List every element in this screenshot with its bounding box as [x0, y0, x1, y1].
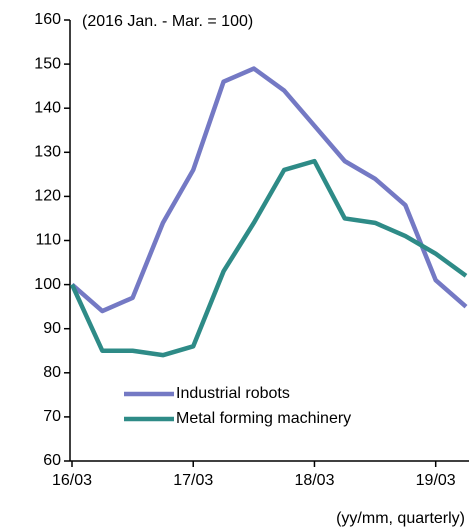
y-tick-label: 130 — [34, 144, 61, 161]
legend-label: Industrial robots — [176, 385, 290, 402]
series-line — [70, 66, 468, 314]
y-tick-label: 100 — [34, 276, 61, 293]
x-tick-label: 19/03 — [416, 472, 456, 489]
y-tick-label: 80 — [43, 364, 61, 381]
y-tick-label: 90 — [43, 320, 61, 337]
y-tick-label: 70 — [43, 408, 61, 425]
annotation: (2016 Jan. - Mar. = 100) — [82, 13, 253, 30]
y-tick-label: 110 — [35, 232, 61, 249]
y-tick-label: 160 — [34, 11, 61, 28]
y-tick-label: 150 — [34, 55, 61, 72]
x-tick-label: 18/03 — [294, 472, 334, 489]
legend-label: Metal forming machinery — [176, 410, 351, 427]
y-tick-label: 120 — [34, 188, 61, 205]
annotation: (yy/mm, quarterly) — [336, 510, 465, 527]
x-tick-label: 16/03 — [52, 472, 92, 489]
y-tick-label: 140 — [34, 99, 61, 116]
x-tick-label: 17/03 — [173, 472, 213, 489]
series-line — [69, 158, 468, 358]
y-tick-label: 60 — [43, 452, 61, 469]
